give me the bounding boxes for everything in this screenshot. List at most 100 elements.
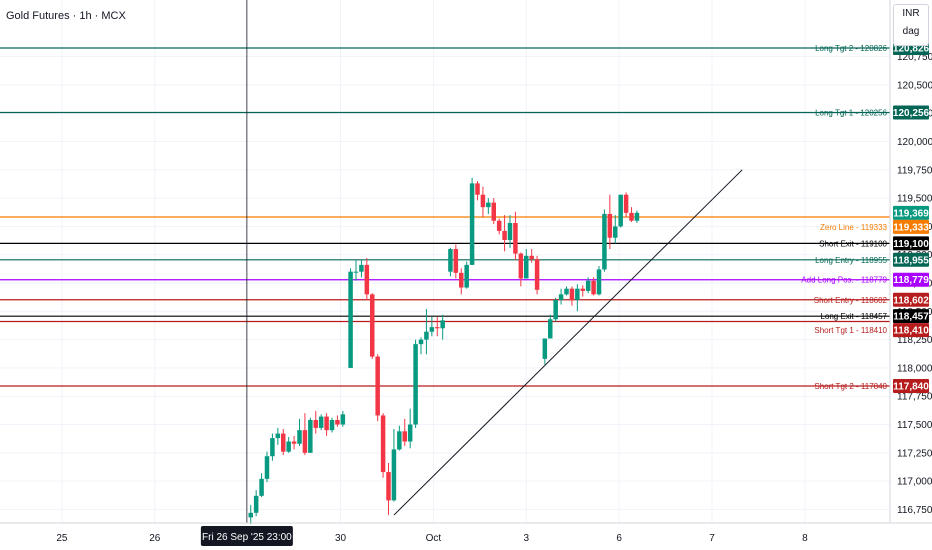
level-label: Short Exit - 119100 [819,239,887,248]
candle-body [413,344,418,425]
candle [491,198,497,225]
candle-body [348,271,353,368]
candle-body [558,294,564,300]
candles-group [248,177,640,525]
candle [302,413,308,456]
candle-body [564,288,569,295]
price-tag-text: 118,779 [893,275,929,286]
price-tag-text: 118,602 [893,295,929,306]
candle-body [524,255,529,279]
level-label: Long Tgt 1 - 120256 [815,109,887,118]
level-price-tag [893,236,929,251]
candle-body [491,202,497,221]
price-tag-text: 118,410 [893,326,929,337]
candle [618,194,623,228]
x-tick-label: 30 [335,533,347,544]
candle [529,249,534,263]
candle [480,186,486,218]
candle-body [275,433,281,439]
candle [329,417,335,433]
x-tick-label: 7 [709,533,715,544]
candle [629,207,634,222]
candle [297,418,302,447]
gridlines [0,0,890,523]
level-label: Short Tgt 2 - 117840 [814,382,887,391]
level-price-tag [893,309,929,324]
candle-body [453,249,459,273]
candle-body [407,424,413,442]
candle-body [542,338,548,359]
candle-body [308,419,313,453]
candle [464,261,469,289]
candle-body [440,320,445,329]
candle [248,504,253,525]
candle [418,337,424,355]
candle [359,260,364,278]
candle-body [623,194,629,213]
candle [281,429,286,456]
candle [486,198,491,214]
candle [340,410,346,427]
price-tag-text: 120,256 [893,108,930,119]
candle-body [264,456,270,479]
y-tick-label: 117,750 [897,392,932,403]
candle [518,252,524,287]
y-tick-label: 116,750 [897,505,932,516]
level-price-tag [893,323,929,338]
price-tag-text: 119,333 [893,222,929,233]
candle-body [302,430,308,453]
candle-body [297,430,302,444]
candle [375,354,380,422]
candle-body [340,414,346,425]
level-price-tag [893,272,929,287]
y-tick-label: 119,500 [897,194,932,205]
candle [435,316,440,337]
level-price-tag [893,292,929,307]
candle [291,435,297,450]
unit-label[interactable]: dag [902,26,920,37]
candle-body [248,512,253,518]
candle-body [475,183,480,195]
candle [275,427,281,445]
candle-body [429,327,435,332]
scale-settings[interactable]: INR dag [893,4,929,46]
candle-body [585,280,591,291]
y-tick-label: 118,250 [897,335,932,346]
candle [502,215,507,252]
candle-body [391,449,397,501]
candle [270,433,275,461]
price-tag-text: 119,100 [893,239,929,250]
candle-body [318,416,324,428]
candle [253,490,259,517]
candle [524,249,529,279]
candle-body [370,294,375,357]
trendline[interactable] [393,169,743,516]
candle [397,425,402,451]
candle [264,451,270,483]
candle-body [353,271,359,273]
level-label: Long Exit - 118457 [820,312,887,321]
price-tag-text: 117,840 [893,382,929,393]
candle-body [270,438,275,457]
candle-body [375,356,380,416]
candle [459,268,464,295]
y-tick-label: 120,500 [897,80,932,91]
candle [558,288,564,305]
x-tick-label: 25 [56,533,68,544]
candle [313,410,319,434]
candle [542,338,548,365]
candle-body [435,327,440,329]
candle [318,414,324,431]
candle [448,247,453,277]
candle [324,413,329,436]
currency-label[interactable]: INR [902,8,920,19]
candle [407,408,413,449]
candle [596,266,602,296]
candle [413,339,418,428]
level-lines [0,47,890,387]
candle-body [335,419,340,425]
x-axis[interactable]: 25 26 30 Oct 3 6 7 8 [56,533,808,544]
candle-body [424,331,429,340]
candle-body [480,194,486,208]
